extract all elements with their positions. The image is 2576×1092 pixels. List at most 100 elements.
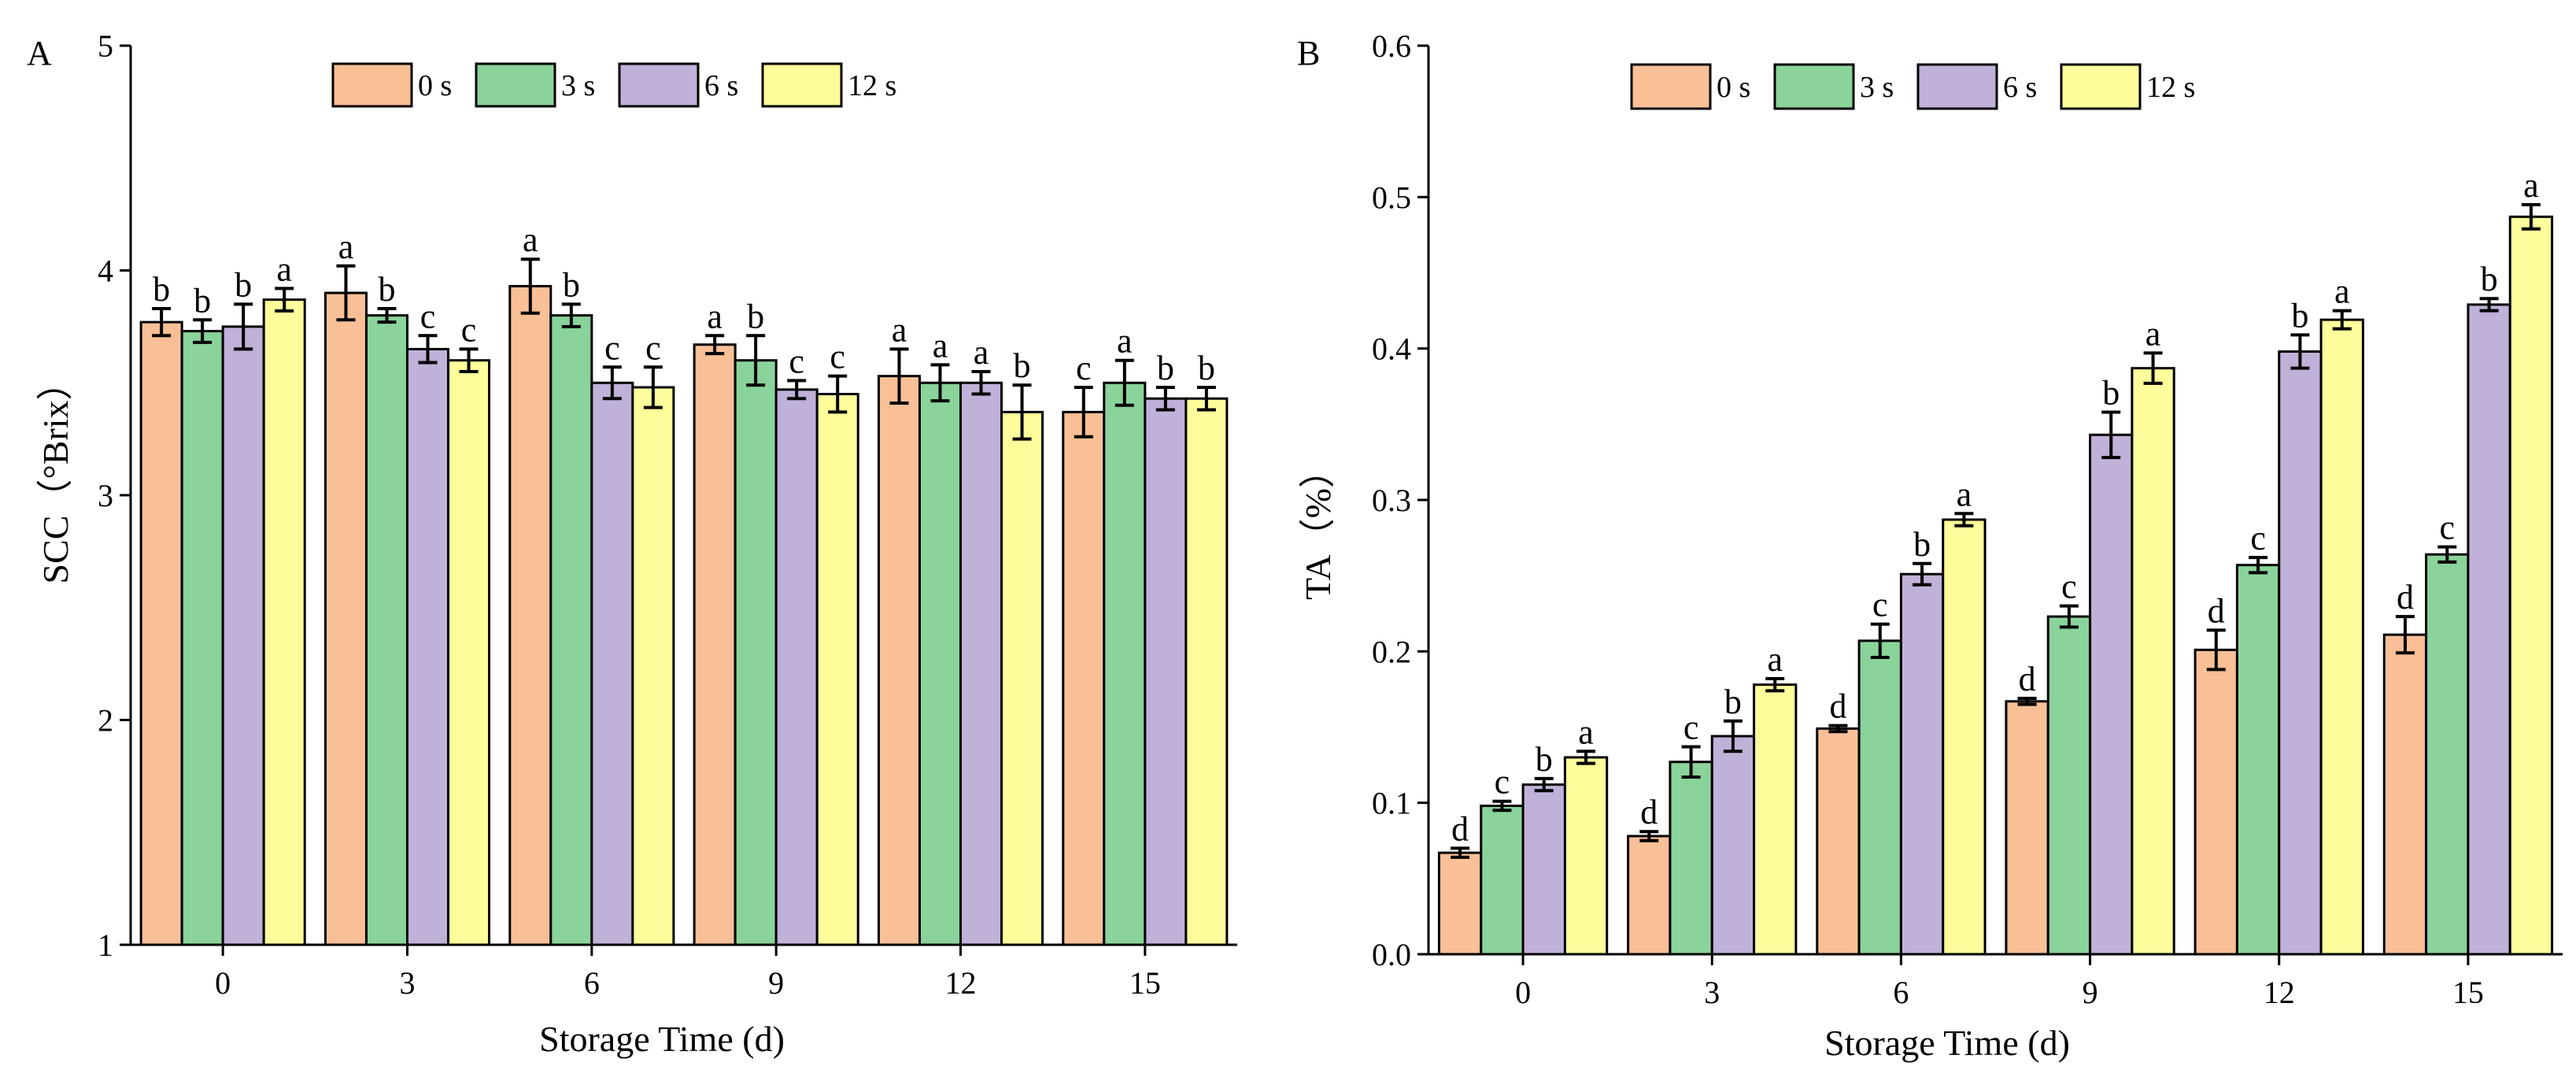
bar <box>1669 761 1713 956</box>
bar <box>734 359 778 946</box>
bar <box>918 381 963 946</box>
significance-letter: b <box>1724 683 1742 721</box>
bar <box>2508 215 2554 956</box>
significance-letter: b <box>2291 296 2308 335</box>
legend-label: 6 s <box>704 69 738 102</box>
legend-swatch <box>1773 63 1855 110</box>
bar <box>2278 350 2323 956</box>
significance-letter: c <box>420 297 436 335</box>
significance-letter: b <box>1157 349 1174 387</box>
y-tick-label: 5 <box>98 28 113 64</box>
y-tick-label: 0.2 <box>1372 634 1411 669</box>
significance-letter: b <box>1913 525 1931 564</box>
significance-letter: c <box>2439 509 2455 547</box>
significance-letter: c <box>461 310 477 349</box>
panel-letter: A <box>27 34 52 72</box>
bar <box>1627 835 1672 956</box>
significance-letter: c <box>2061 568 2077 606</box>
panel-letter: B <box>1297 34 1320 72</box>
bar <box>180 330 224 946</box>
bar <box>2467 303 2511 956</box>
significance-letter: a <box>276 250 292 288</box>
bar <box>262 298 306 946</box>
y-tick-label: 0.0 <box>1372 937 1411 972</box>
significance-letter: b <box>1198 349 1215 387</box>
legend-label: 3 s <box>561 69 595 102</box>
significance-letter: c <box>645 328 661 367</box>
significance-letter: d <box>1640 793 1658 831</box>
y-tick-label: 3 <box>98 478 113 513</box>
significance-letter: c <box>789 342 804 380</box>
significance-letter: d <box>1451 809 1469 848</box>
x-tick-label: 15 <box>1129 965 1161 1001</box>
legend-label: 0 s <box>1717 71 1750 104</box>
significance-letter: c <box>1683 709 1699 747</box>
bar <box>2319 318 2364 956</box>
x-tick-label: 0 <box>1515 975 1531 1010</box>
significance-letter: d <box>2208 591 2225 630</box>
bar <box>2425 553 2470 956</box>
bar <box>693 343 737 946</box>
significance-letter: c <box>604 328 620 367</box>
bar <box>1710 735 1756 956</box>
bar <box>2131 367 2175 956</box>
significance-letter: a <box>933 326 948 365</box>
significance-letter: a <box>2145 314 2161 353</box>
bar <box>549 314 593 946</box>
bar <box>323 291 368 946</box>
significance-letter: c <box>1872 586 1888 624</box>
bar <box>1000 410 1044 946</box>
x-tick-label: 0 <box>215 965 231 1001</box>
significance-letter: d <box>1829 687 1846 726</box>
bar <box>2235 564 2281 956</box>
significance-letter: a <box>1578 713 1594 751</box>
legend-label: 12 s <box>2146 71 2195 104</box>
y-tick-label: 0.5 <box>1372 180 1411 215</box>
bar <box>406 347 450 946</box>
bar <box>1899 572 1945 956</box>
legend-label: 12 s <box>848 69 896 102</box>
x-axis-title: Storage Time (d) <box>1824 1023 2070 1063</box>
bar <box>959 381 1003 946</box>
bar <box>1521 783 1566 956</box>
bar <box>1563 756 1609 956</box>
significance-letter: a <box>974 333 989 372</box>
significance-letter: a <box>523 220 538 259</box>
bar <box>1753 683 1798 956</box>
significance-letter: d <box>2019 660 2036 698</box>
significance-letter: c <box>830 338 845 376</box>
significance-letter: a <box>1767 640 1783 679</box>
x-tick-label: 3 <box>400 965 416 1001</box>
significance-letter: c <box>1495 763 1510 801</box>
significance-letter: b <box>1014 346 1031 385</box>
x-tick-label: 9 <box>768 965 784 1001</box>
bar <box>2382 633 2428 956</box>
x-tick-label: 15 <box>2452 975 2484 1010</box>
significance-letter: b <box>378 270 395 309</box>
bar <box>1185 397 1229 946</box>
bar <box>631 386 675 946</box>
bar <box>2193 648 2238 956</box>
legend-swatch <box>618 62 700 108</box>
significance-letter: c <box>2250 519 2266 557</box>
y-tick-label: 0.3 <box>1372 483 1411 518</box>
significance-letter: a <box>2523 166 2539 205</box>
significance-letter: a <box>707 297 723 335</box>
bar <box>1942 518 1987 956</box>
bar <box>590 381 634 946</box>
panel-b: B TA（%） Storage Time (d) dcba0dcba3dcba6… <box>1297 28 2563 1063</box>
legend-swatch <box>1916 63 1998 110</box>
significance-letter: b <box>2481 260 2498 298</box>
x-tick-label: 3 <box>1704 975 1720 1010</box>
bar <box>364 314 408 946</box>
bar <box>877 375 921 946</box>
y-tick-label: 0.1 <box>1372 786 1411 821</box>
bar <box>774 388 819 946</box>
bar <box>1103 381 1147 946</box>
bar <box>815 393 859 946</box>
legend-label: 0 s <box>418 69 452 102</box>
significance-letter: a <box>892 310 907 349</box>
bar <box>2005 700 2049 956</box>
